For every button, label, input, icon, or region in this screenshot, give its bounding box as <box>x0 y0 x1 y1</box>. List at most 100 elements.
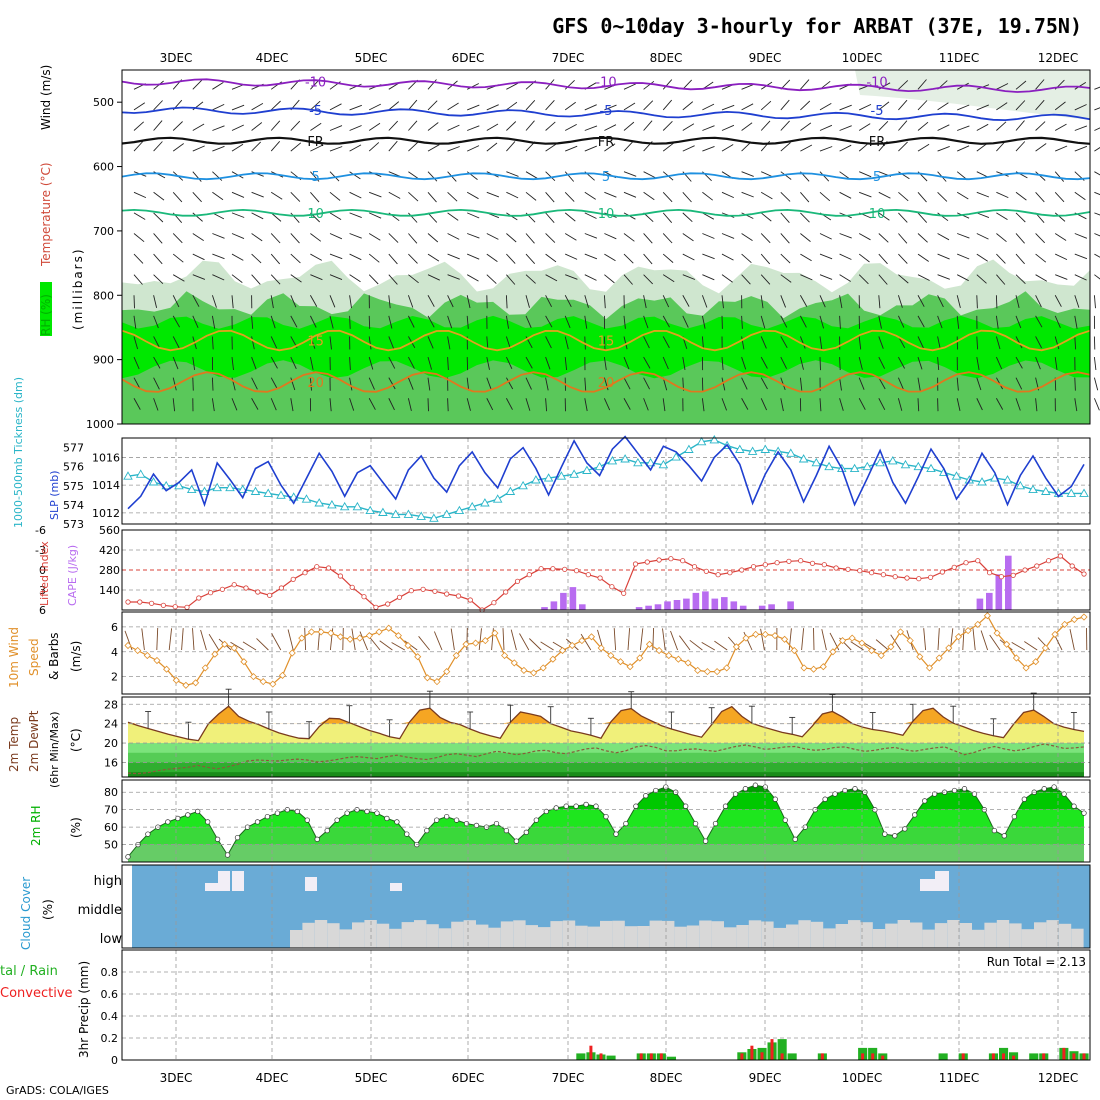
footer-credit: GrADS: COLA/IGES <box>6 1084 109 1097</box>
wind-barb <box>525 253 536 265</box>
wind-barb <box>682 295 690 307</box>
lifted-point <box>821 562 827 568</box>
contour-label: -10 <box>866 76 887 91</box>
wind-barb <box>290 120 301 131</box>
wind-barb <box>427 336 434 349</box>
wind-barb <box>741 233 753 241</box>
cape-tick: 560 <box>99 524 120 537</box>
cape-bar <box>739 605 747 610</box>
wind-barb <box>133 377 141 390</box>
wind-barb <box>603 356 607 370</box>
wind-barb <box>662 274 675 283</box>
wind-barb <box>1074 398 1078 412</box>
wind-barb <box>1074 233 1088 239</box>
rh-point <box>931 791 938 797</box>
rh-point <box>523 829 529 835</box>
thickness-point <box>684 444 694 453</box>
wind-barb <box>153 336 160 349</box>
wind-barb <box>447 212 459 221</box>
low-cloud-block <box>1046 920 1059 948</box>
thickness-point <box>390 509 401 518</box>
low-cloud-block <box>823 928 836 948</box>
wind-barb <box>623 102 636 111</box>
wind-barb <box>819 146 833 152</box>
wind-barb <box>310 122 322 131</box>
wind-barb <box>506 191 519 199</box>
wind-barb <box>251 377 258 390</box>
low-cloud-block <box>637 926 650 948</box>
lifted-point <box>361 594 367 600</box>
wind-barb <box>819 295 826 308</box>
temp-tick: 24 <box>104 718 118 731</box>
thickness-point <box>480 498 490 507</box>
wind-speed-point <box>858 639 866 647</box>
wind-barb <box>643 377 650 390</box>
plot-area <box>122 612 1090 694</box>
slp-line <box>127 435 1085 510</box>
thickness-point <box>582 465 592 474</box>
low-cloud-block <box>649 920 662 948</box>
wind-barb <box>251 191 264 198</box>
rh-point <box>1011 813 1017 820</box>
wind-barb <box>1015 356 1023 369</box>
wind-barb <box>525 315 532 328</box>
wind-barb <box>525 191 537 201</box>
rh-point <box>772 796 778 802</box>
wind-barb <box>839 125 852 131</box>
rh-point <box>224 852 231 858</box>
rh-point <box>254 819 261 825</box>
wind-barb <box>466 377 470 391</box>
wind-barb <box>388 140 398 152</box>
wind-barb <box>897 377 904 390</box>
wind-barb <box>1074 145 1088 152</box>
wind-barb <box>702 212 715 220</box>
wind-speed-point <box>452 651 460 660</box>
wind-speed-point <box>558 646 567 655</box>
rh-point <box>782 817 788 823</box>
wind-speed-point <box>587 633 596 641</box>
wind-barb <box>153 212 164 223</box>
high-cloud-gap <box>218 871 230 891</box>
wind-barb <box>662 142 674 152</box>
cape-bar <box>550 601 558 610</box>
thickness-point <box>225 482 235 492</box>
lifted-point <box>196 595 202 601</box>
wind-barb <box>545 336 552 349</box>
rh-point <box>822 796 828 802</box>
cape-bar <box>645 605 652 610</box>
wind-barb <box>643 80 655 90</box>
wind-barb <box>643 171 656 179</box>
wind-speed-point <box>143 651 151 660</box>
wind-speed-point <box>172 676 180 684</box>
rh-point <box>503 827 510 834</box>
precip-convective-bar <box>1082 1053 1086 1060</box>
wind-barb <box>270 356 278 369</box>
rh-point <box>653 787 659 794</box>
wind-barb <box>172 336 180 349</box>
wind-barb <box>200 629 207 651</box>
wind-barb <box>447 102 459 111</box>
wind-barb <box>349 125 362 131</box>
thickness-point <box>148 477 159 486</box>
wind-barb <box>1035 121 1046 131</box>
cloud-low-label: low <box>100 932 123 947</box>
wind-barb <box>290 142 302 152</box>
wind-speed-point <box>530 669 538 677</box>
cape-bar <box>768 604 775 610</box>
wind-barb <box>427 315 435 328</box>
wind-barb <box>466 274 479 282</box>
rh-point <box>722 803 729 809</box>
wind-barb <box>976 295 978 309</box>
wind-speed-point <box>365 632 373 640</box>
wind-barb <box>878 253 888 265</box>
precip-convective-bar <box>780 1053 784 1060</box>
contour-label: FR <box>869 135 886 150</box>
wind-label-2: Speed <box>27 638 41 676</box>
wind-barb <box>447 233 460 240</box>
cape-bar <box>654 604 662 610</box>
thickness-point <box>339 501 350 511</box>
wind-barb <box>800 144 813 152</box>
wind-barb <box>153 253 163 265</box>
wind-barb <box>304 627 307 651</box>
lifted-point <box>349 584 355 590</box>
